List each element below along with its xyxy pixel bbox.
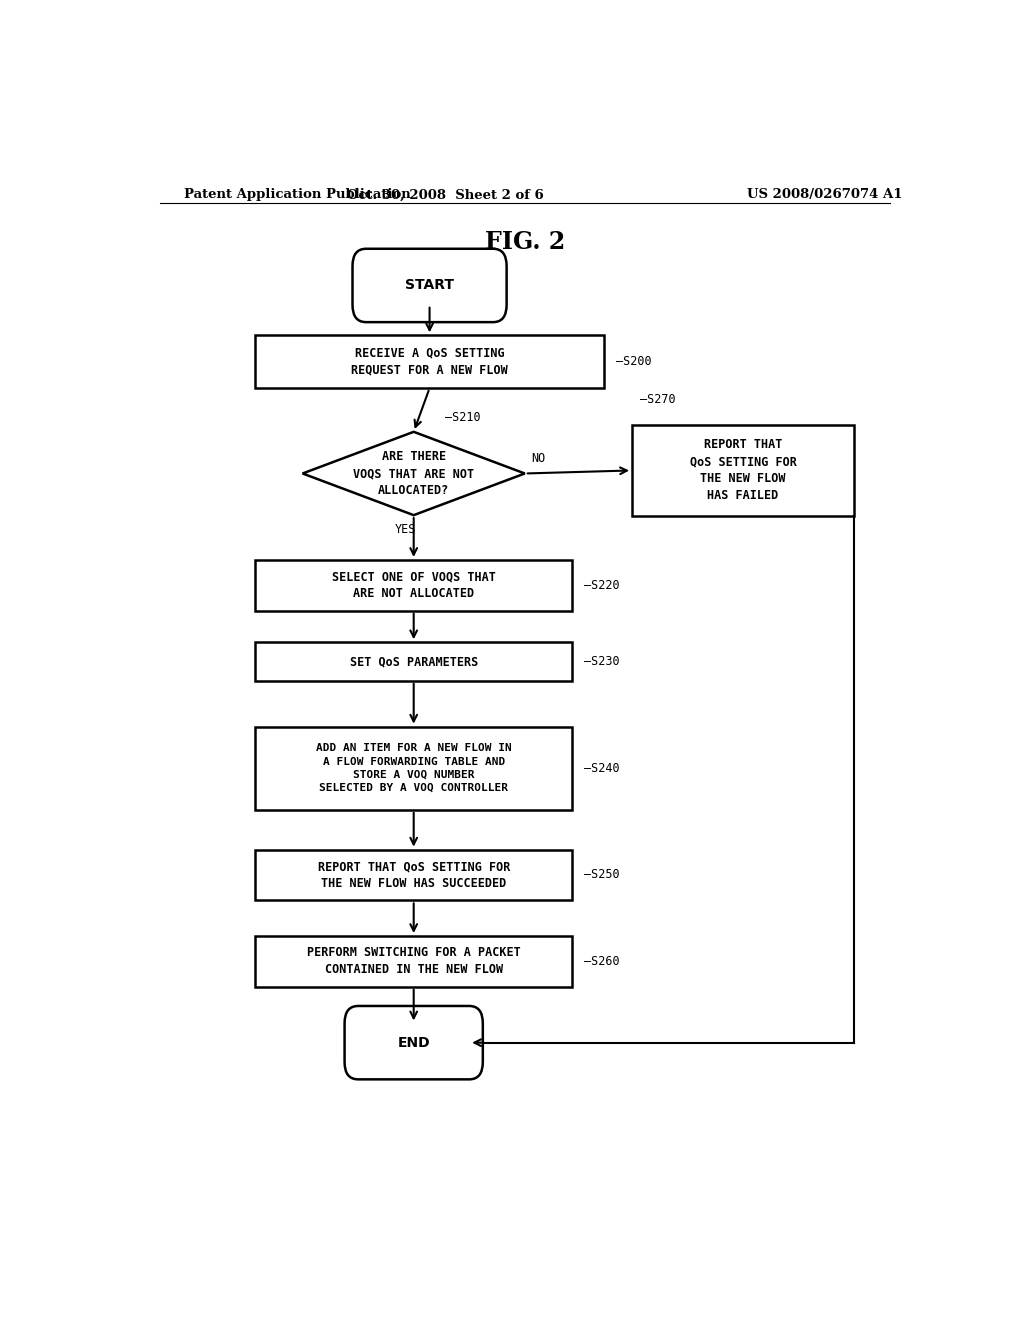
Text: —S210: —S210 (445, 411, 481, 424)
Text: —S270: —S270 (640, 393, 676, 407)
Text: REPORT THAT QoS SETTING FOR
THE NEW FLOW HAS SUCCEEDED: REPORT THAT QoS SETTING FOR THE NEW FLOW… (317, 859, 510, 890)
Bar (255, 936, 572, 987)
Text: END: END (397, 1036, 430, 1049)
Text: REPORT THAT
QoS SETTING FOR
THE NEW FLOW
HAS FAILED: REPORT THAT QoS SETTING FOR THE NEW FLOW… (689, 438, 797, 503)
Bar (255, 643, 572, 681)
Bar (632, 425, 854, 516)
Text: Oct. 30, 2008  Sheet 2 of 6: Oct. 30, 2008 Sheet 2 of 6 (347, 189, 544, 202)
Bar (255, 335, 604, 388)
Text: —S200: —S200 (616, 355, 651, 368)
Text: YES: YES (395, 523, 417, 536)
Text: —S250: —S250 (585, 869, 620, 882)
Bar (255, 560, 572, 611)
Text: ADD AN ITEM FOR A NEW FLOW IN
A FLOW FORWARDING TABLE AND
STORE A VOQ NUMBER
SEL: ADD AN ITEM FOR A NEW FLOW IN A FLOW FOR… (315, 743, 512, 793)
Text: US 2008/0267074 A1: US 2008/0267074 A1 (748, 189, 902, 202)
Text: START: START (406, 279, 454, 293)
Text: NO: NO (531, 453, 546, 466)
Text: Patent Application Publication: Patent Application Publication (183, 189, 411, 202)
Text: PERFORM SWITCHING FOR A PACKET
CONTAINED IN THE NEW FLOW: PERFORM SWITCHING FOR A PACKET CONTAINED… (307, 946, 520, 977)
FancyBboxPatch shape (344, 1006, 483, 1080)
Text: ARE THERE
VOQS THAT ARE NOT
ALLOCATED?: ARE THERE VOQS THAT ARE NOT ALLOCATED? (353, 450, 474, 498)
Text: —S230: —S230 (585, 655, 620, 668)
Text: SELECT ONE OF VOQS THAT
ARE NOT ALLOCATED: SELECT ONE OF VOQS THAT ARE NOT ALLOCATE… (332, 570, 496, 601)
Text: SET QoS PARAMETERS: SET QoS PARAMETERS (349, 655, 478, 668)
Text: FIG. 2: FIG. 2 (484, 230, 565, 253)
Text: RECEIVE A QoS SETTING
REQUEST FOR A NEW FLOW: RECEIVE A QoS SETTING REQUEST FOR A NEW … (351, 347, 508, 376)
Polygon shape (303, 432, 524, 515)
Text: —S220: —S220 (585, 578, 620, 591)
FancyBboxPatch shape (352, 248, 507, 322)
Bar (255, 850, 572, 900)
Bar (255, 726, 572, 810)
Text: —S260: —S260 (585, 954, 620, 968)
Text: —S240: —S240 (585, 762, 620, 775)
